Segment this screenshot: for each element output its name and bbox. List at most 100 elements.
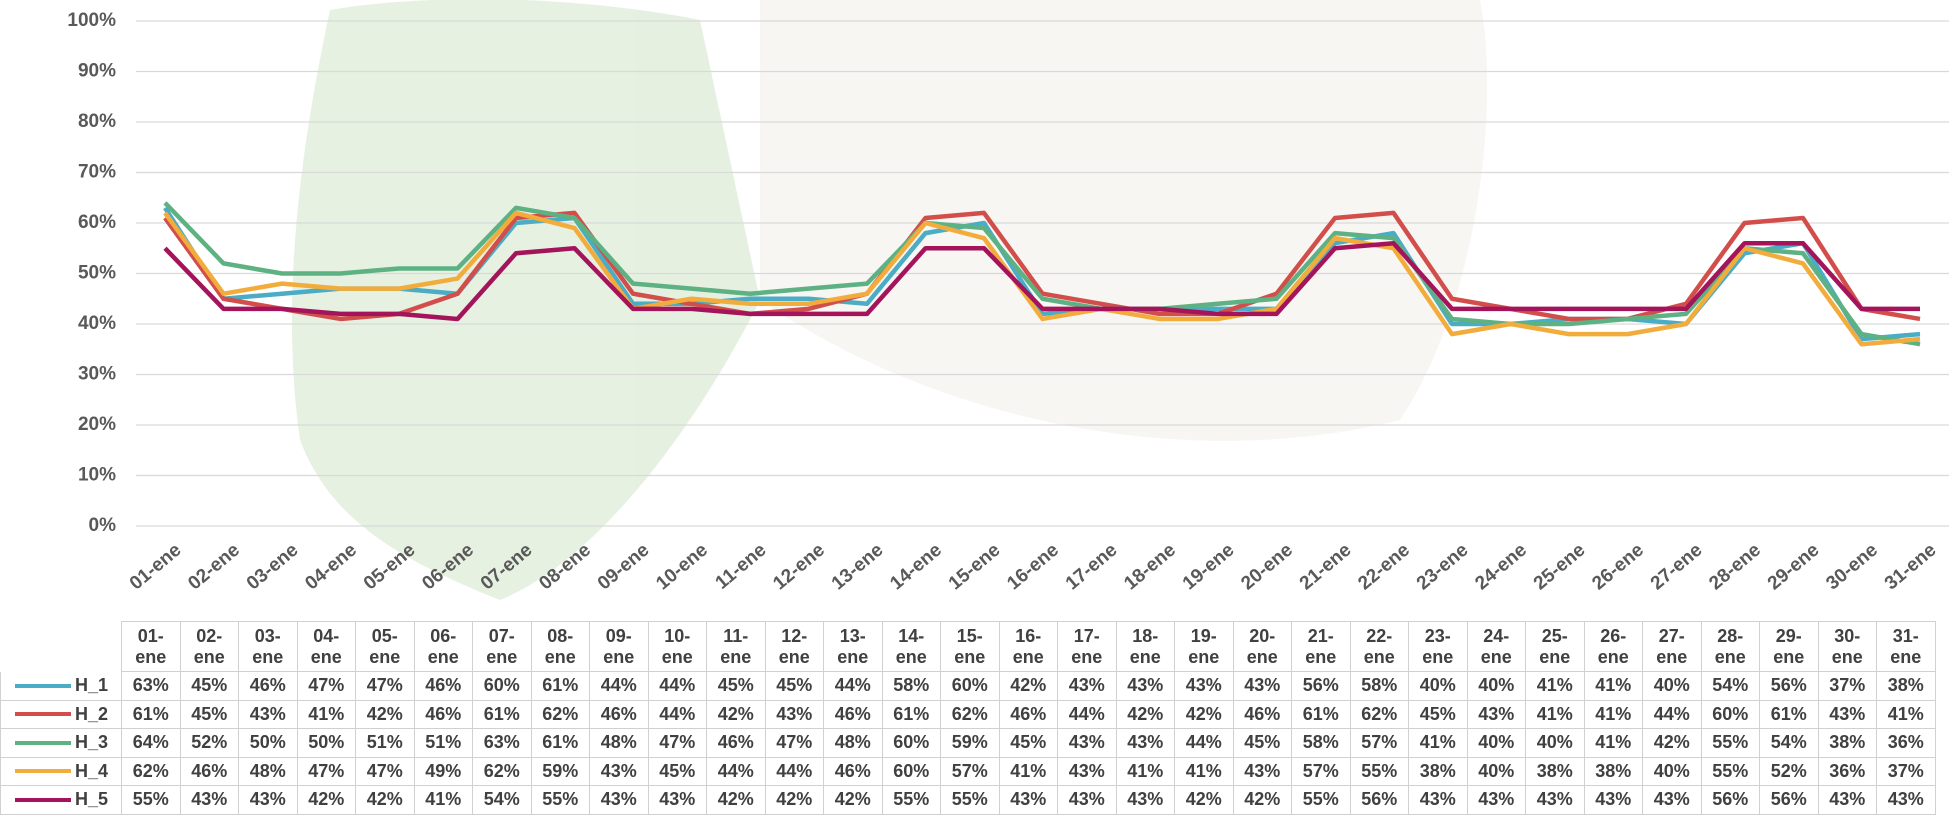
table-cell: 43%: [1058, 758, 1117, 787]
table-cell: 55%: [1702, 758, 1761, 787]
table-cell: 55%: [941, 786, 1000, 815]
table-header: 10-ene: [649, 621, 708, 672]
table-header: 29-ene: [1760, 621, 1819, 672]
table-cell: 44%: [1643, 701, 1702, 730]
table-cell: 45%: [1409, 701, 1468, 730]
legend-label: H_1: [75, 675, 108, 696]
table-cell: 54%: [1760, 729, 1819, 758]
table-cell: 47%: [649, 729, 708, 758]
table-cell: 42%: [766, 786, 825, 815]
table-cell: 45%: [1000, 729, 1059, 758]
table-cell: 62%: [1351, 701, 1410, 730]
table-cell: 38%: [1526, 758, 1585, 787]
table-cell: 54%: [473, 786, 532, 815]
table-cell: 43%: [1877, 786, 1936, 815]
table-cell: 57%: [1351, 729, 1410, 758]
y-tick-label: 90%: [78, 61, 116, 82]
table-cell: 61%: [883, 701, 942, 730]
table-cell: 42%: [1643, 729, 1702, 758]
table-cell: 59%: [532, 758, 591, 787]
x-tick-label: 22-ene: [1354, 540, 1414, 595]
table-cell: 45%: [707, 672, 766, 701]
map-background: [292, 0, 1487, 600]
table-cell: 42%: [1000, 672, 1059, 701]
table-cell: 41%: [1409, 729, 1468, 758]
table-cell: 55%: [1702, 729, 1761, 758]
table-cell: 46%: [824, 758, 883, 787]
table-cell: 58%: [1292, 729, 1351, 758]
table-header: 27-ene: [1643, 621, 1702, 672]
table-cell: 43%: [1058, 729, 1117, 758]
table-cell: 43%: [1409, 786, 1468, 815]
table-cell: 41%: [1000, 758, 1059, 787]
legend-swatch: [15, 741, 71, 745]
y-tick-label: 40%: [78, 313, 116, 334]
table-cell: 42%: [356, 701, 415, 730]
table-corner: [0, 621, 122, 672]
table-cell: 43%: [239, 701, 298, 730]
table-cell: 43%: [1234, 672, 1293, 701]
table-cell: 56%: [1760, 672, 1819, 701]
table-cell: 61%: [1292, 701, 1351, 730]
table-cell: 43%: [1117, 672, 1176, 701]
x-tick-label: 25-ene: [1530, 540, 1590, 595]
x-tick-label: 03-ene: [243, 540, 303, 595]
table-header: 16-ene: [1000, 621, 1059, 672]
legend-label: H_5: [75, 789, 108, 810]
table-cell: 43%: [1526, 786, 1585, 815]
table-header: 17-ene: [1058, 621, 1117, 672]
table-cell: 43%: [181, 786, 240, 815]
table-cell: 45%: [181, 701, 240, 730]
y-tick-label: 50%: [78, 263, 116, 284]
table-cell: 43%: [1058, 672, 1117, 701]
table-header: 31-ene: [1877, 621, 1936, 672]
x-tick-label: 12-ene: [769, 540, 829, 595]
x-tick-label: 26-ene: [1588, 540, 1648, 595]
table-header: 28-ene: [1702, 621, 1761, 672]
table-header: 09-ene: [590, 621, 649, 672]
table-header: 02-ene: [181, 621, 240, 672]
x-tick-label: 10-ene: [652, 540, 712, 595]
x-tick-label: 21-ene: [1296, 540, 1356, 595]
table-cell: 47%: [766, 729, 825, 758]
legend-entry: H_2: [0, 701, 122, 730]
table-header: 22-ene: [1351, 621, 1410, 672]
table-cell: 43%: [1175, 672, 1234, 701]
table-header: 23-ene: [1409, 621, 1468, 672]
table-cell: 62%: [122, 758, 181, 787]
x-tick-label: 30-ene: [1822, 540, 1882, 595]
table-cell: 46%: [181, 758, 240, 787]
table-cell: 55%: [532, 786, 591, 815]
table-header: 24-ene: [1468, 621, 1527, 672]
y-tick-label: 100%: [67, 10, 116, 31]
y-tick-label: 20%: [78, 414, 116, 435]
table-cell: 45%: [181, 672, 240, 701]
table-header: 26-ene: [1585, 621, 1644, 672]
x-tick-label: 20-ene: [1237, 540, 1297, 595]
table-cell: 46%: [707, 729, 766, 758]
x-tick-label: 24-ene: [1471, 540, 1531, 595]
table-cell: 48%: [590, 729, 649, 758]
table-cell: 55%: [122, 786, 181, 815]
table-cell: 43%: [590, 758, 649, 787]
table-cell: 41%: [298, 701, 357, 730]
table-cell: 40%: [1468, 672, 1527, 701]
table-cell: 43%: [1468, 701, 1527, 730]
legend-swatch: [15, 798, 71, 802]
table-cell: 60%: [941, 672, 1000, 701]
table-cell: 42%: [1234, 786, 1293, 815]
table-cell: 45%: [766, 672, 825, 701]
table-cell: 62%: [473, 758, 532, 787]
table-cell: 41%: [1585, 701, 1644, 730]
legend-label: H_3: [75, 732, 108, 753]
table-cell: 44%: [824, 672, 883, 701]
table-cell: 43%: [1234, 758, 1293, 787]
table-header: 08-ene: [532, 621, 591, 672]
table-cell: 41%: [1585, 672, 1644, 701]
table-cell: 60%: [1702, 701, 1761, 730]
table-cell: 46%: [415, 672, 474, 701]
table-header: 03-ene: [239, 621, 298, 672]
table-cell: 43%: [1643, 786, 1702, 815]
table-cell: 63%: [122, 672, 181, 701]
table-cell: 40%: [1526, 729, 1585, 758]
